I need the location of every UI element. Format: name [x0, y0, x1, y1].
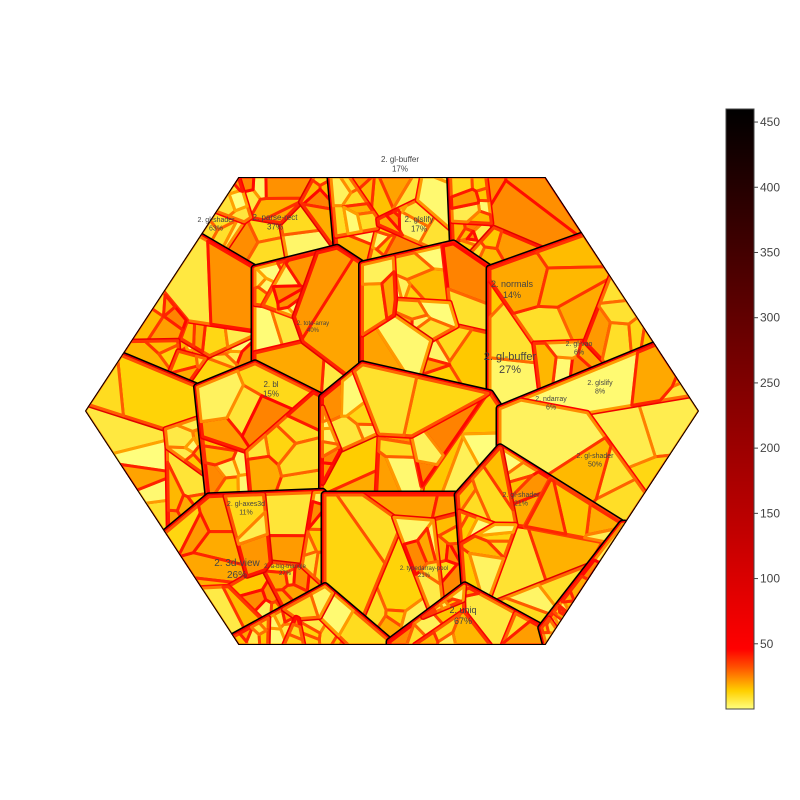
cell-label-name: 2. ndarray	[535, 396, 567, 403]
treemap-leaf-cell	[542, 624, 549, 633]
treemap-leaf-cell	[248, 456, 282, 495]
cell-label-name: 2. parse-rect	[253, 213, 299, 222]
cell-label-percent: 6%	[574, 349, 584, 356]
cell-label-percent: 8%	[595, 388, 605, 395]
cell-label-name: 2. gl-vao	[566, 341, 593, 348]
cell-label-percent: 14%	[503, 290, 521, 300]
colorbar-tick-label: 250	[760, 376, 780, 390]
colorbar-tick-label: 100	[760, 572, 780, 586]
cell-label-name: 2. glslify	[587, 380, 613, 387]
cell-label-name: 2. 3d-view	[214, 558, 260, 569]
cell-label-name: 2. gl-buffer	[381, 155, 419, 164]
cell-label-percent: 21%	[418, 573, 431, 579]
cell-label-name: 2. normals	[491, 279, 534, 289]
cell-label: 2. gl-buffer 17%	[381, 155, 419, 174]
cell-label-name: 2. tote-array	[297, 321, 329, 327]
colorbar-tick-label: 350	[760, 245, 780, 259]
cell-label-percent: 37%	[267, 223, 283, 232]
cell-label-name: 2. glslify	[405, 215, 434, 224]
treemap-leaf-cell	[89, 361, 123, 416]
cell-label-percent: 6%	[546, 404, 556, 411]
cell-label-name: 2. gl-shader	[577, 453, 615, 460]
colorbar-tick-label: 150	[760, 506, 780, 520]
colorbar-tick-label: 200	[760, 441, 780, 455]
cell-label-percent: 63%	[209, 225, 223, 232]
colorbar-tick-label: 300	[760, 311, 780, 325]
cell-label-name: 2. a-big-triangle	[264, 564, 306, 570]
cell-label-percent: 50%	[588, 461, 602, 468]
colorbar-tick-label: 400	[760, 180, 780, 194]
colorbar: 50 100 150 200 250 300 350 400 450	[726, 109, 780, 709]
cell-label-percent: 67%	[454, 616, 472, 626]
cell-label-name: 2. gl-shader	[503, 492, 541, 499]
cell-label-percent: 17%	[392, 165, 408, 174]
cell-label-name: 2. gl-shader	[198, 217, 236, 224]
cell-label-percent: 21%	[514, 500, 528, 507]
cell-label-percent: 40%	[307, 328, 320, 334]
colorbar-tick-label: 50	[760, 637, 774, 651]
treemap-leaf-cell	[440, 601, 449, 609]
cell-label-name: 2. bl	[263, 380, 278, 389]
cell-label-percent: 27%	[279, 571, 292, 577]
cell-label-percent: 17%	[411, 225, 427, 234]
cell-label-name: 2. gl-axes3d	[227, 501, 265, 508]
cell-label-percent: 27%	[499, 364, 521, 376]
cell-label-percent: 15%	[263, 390, 279, 399]
colorbar-gradient	[726, 109, 754, 709]
cell-label-name: 2. uniq	[449, 605, 476, 615]
cell-label: 2. bl 15%	[263, 380, 279, 399]
cell-label-percent: 26%	[227, 570, 247, 581]
cell-label-name: 2. typedarray-pool	[400, 566, 448, 572]
cell-label-name: 2. gl-buffer	[484, 351, 537, 363]
cell-label-percent: 11%	[239, 509, 253, 516]
colorbar-tick-label: 450	[760, 115, 780, 129]
treemap-region: 2. gl-buffer 27%2. 3d-view 26%2. uniq 67%2.…	[85, 155, 699, 645]
